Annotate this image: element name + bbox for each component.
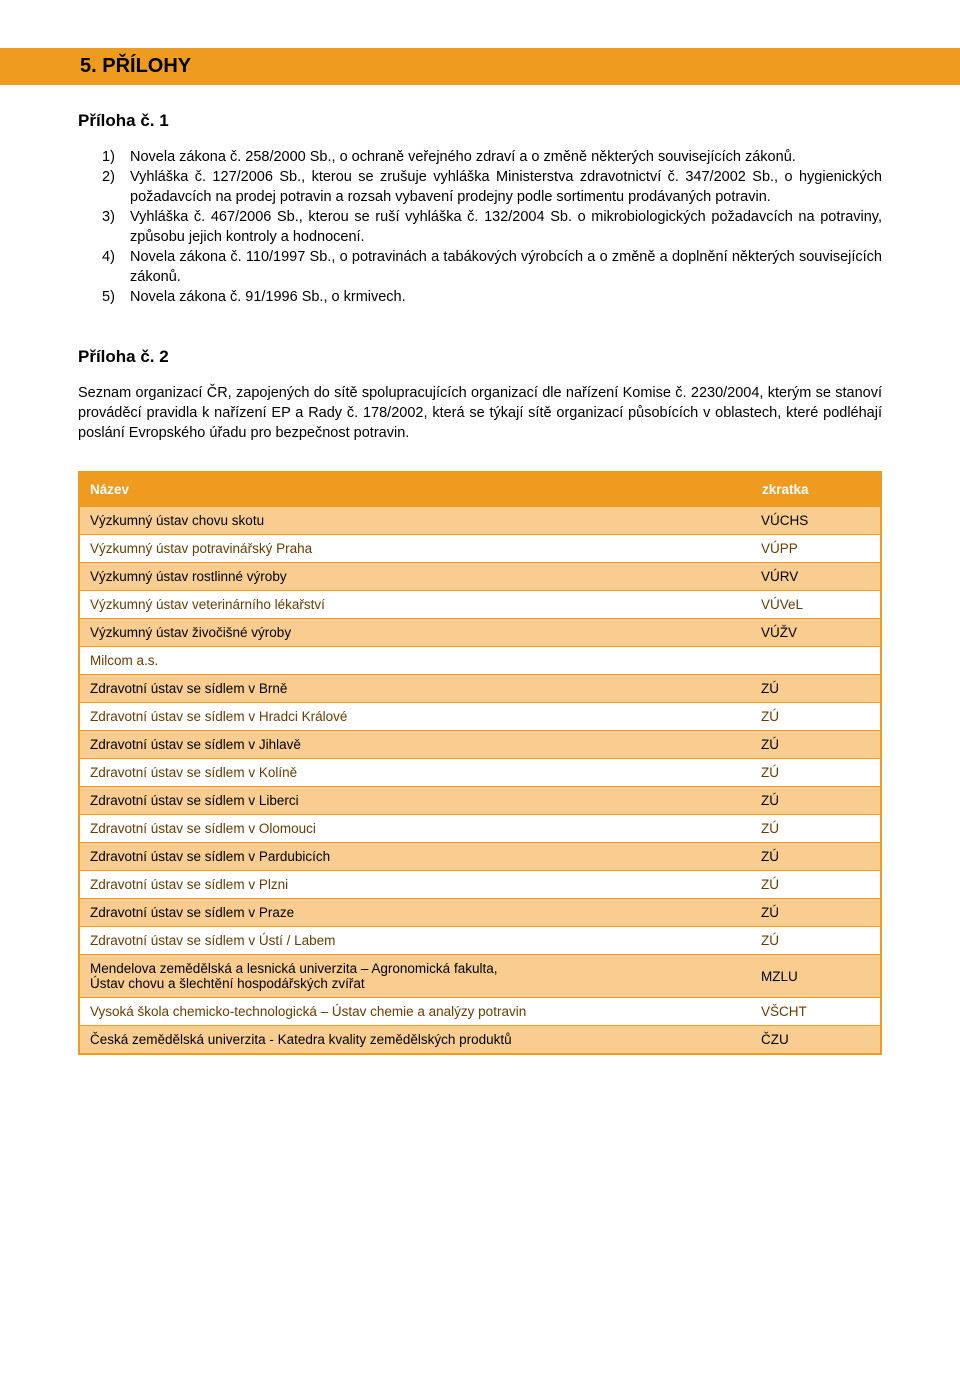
list-item: 4) Novela zákona č. 110/1997 Sb., o potr… xyxy=(130,247,882,287)
cell-zkratka: ZÚ xyxy=(751,703,881,731)
cell-zkratka: VÚCHS xyxy=(751,507,881,535)
item-number: 2) xyxy=(102,167,115,187)
organizations-table: Název zkratka Výzkumný ústav chovu skotu… xyxy=(78,471,882,1055)
cell-zkratka: VÚRV xyxy=(751,563,881,591)
item-text: Novela zákona č. 110/1997 Sb., o potravi… xyxy=(130,249,882,285)
cell-nazev: Zdravotní ústav se sídlem v Brně xyxy=(79,675,751,703)
item-text: Novela zákona č. 91/1996 Sb., o krmivech… xyxy=(130,289,406,305)
item-number: 1) xyxy=(102,147,115,167)
item-text: Vyhláška č. 467/2006 Sb., kterou se ruší… xyxy=(130,209,882,245)
table-row: Výzkumný ústav potravinářský PrahaVÚPP xyxy=(79,535,881,563)
cell-zkratka: ZÚ xyxy=(751,927,881,955)
cell-nazev: Zdravotní ústav se sídlem v Pardubicích xyxy=(79,843,751,871)
table-row: Výzkumný ústav živočišné výrobyVÚŽV xyxy=(79,619,881,647)
cell-zkratka: ČZU xyxy=(751,1026,881,1055)
cell-nazev: Výzkumný ústav rostlinné výroby xyxy=(79,563,751,591)
priloha2-heading: Příloha č. 2 xyxy=(78,347,882,367)
cell-nazev: Zdravotní ústav se sídlem v Olomouci xyxy=(79,815,751,843)
priloha1-heading: Příloha č. 1 xyxy=(78,111,882,131)
table-row: Zdravotní ústav se sídlem v BrněZÚ xyxy=(79,675,881,703)
cell-nazev: Zdravotní ústav se sídlem v Ústí / Labem xyxy=(79,927,751,955)
item-text: Novela zákona č. 258/2000 Sb., o ochraně… xyxy=(130,149,796,165)
section-title-bar: 5. PŘÍLOHY xyxy=(0,48,960,85)
list-item: 1) Novela zákona č. 258/2000 Sb., o ochr… xyxy=(130,147,882,167)
cell-zkratka: ZÚ xyxy=(751,759,881,787)
table-row: Mendelova zemědělská a lesnická univerzi… xyxy=(79,955,881,998)
cell-nazev: Milcom a.s. xyxy=(79,647,751,675)
table-row: Výzkumný ústav rostlinné výrobyVÚRV xyxy=(79,563,881,591)
table-row: Zdravotní ústav se sídlem v LiberciZÚ xyxy=(79,787,881,815)
table-row: Česká zemědělská univerzita - Katedra kv… xyxy=(79,1026,881,1055)
cell-zkratka: ZÚ xyxy=(751,815,881,843)
table-row: Vysoká škola chemicko-technologická – Ús… xyxy=(79,998,881,1026)
cell-nazev: Výzkumný ústav živočišné výroby xyxy=(79,619,751,647)
cell-nazev: Vysoká škola chemicko-technologická – Ús… xyxy=(79,998,751,1026)
table-row: Výzkumný ústav veterinárního lékařstvíVÚ… xyxy=(79,591,881,619)
cell-nazev: Mendelova zemědělská a lesnická univerzi… xyxy=(79,955,751,998)
table-row: Zdravotní ústav se sídlem v OlomouciZÚ xyxy=(79,815,881,843)
item-number: 5) xyxy=(102,287,115,307)
item-number: 3) xyxy=(102,207,115,227)
cell-nazev: Zdravotní ústav se sídlem v Kolíně xyxy=(79,759,751,787)
cell-nazev: Zdravotní ústav se sídlem v Jihlavě xyxy=(79,731,751,759)
col-nazev: Název xyxy=(79,472,751,507)
cell-nazev: Zdravotní ústav se sídlem v Hradci Králo… xyxy=(79,703,751,731)
page: 18 5. PŘÍLOHY Příloha č. 1 1) Novela zák… xyxy=(0,48,960,1380)
section-title: 5. PŘÍLOHY xyxy=(80,55,191,77)
table-row: Milcom a.s. xyxy=(79,647,881,675)
cell-zkratka: VÚŽV xyxy=(751,619,881,647)
cell-zkratka: ZÚ xyxy=(751,731,881,759)
table-row: Zdravotní ústav se sídlem v KolíněZÚ xyxy=(79,759,881,787)
cell-zkratka: ZÚ xyxy=(751,899,881,927)
content-area: Příloha č. 1 1) Novela zákona č. 258/200… xyxy=(0,111,960,1055)
cell-nazev: Zdravotní ústav se sídlem v Plzni xyxy=(79,871,751,899)
priloha1-list: 1) Novela zákona č. 258/2000 Sb., o ochr… xyxy=(78,147,882,307)
cell-nazev: Česká zemědělská univerzita - Katedra kv… xyxy=(79,1026,751,1055)
cell-nazev: Výzkumný ústav potravinářský Praha xyxy=(79,535,751,563)
table-row: Zdravotní ústav se sídlem v Hradci Králo… xyxy=(79,703,881,731)
table-row: Zdravotní ústav se sídlem v Ústí / Labem… xyxy=(79,927,881,955)
table-row: Zdravotní ústav se sídlem v PrazeZÚ xyxy=(79,899,881,927)
cell-zkratka: ZÚ xyxy=(751,843,881,871)
list-item: 5) Novela zákona č. 91/1996 Sb., o krmiv… xyxy=(130,287,882,307)
table-row: Zdravotní ústav se sídlem v PlzniZÚ xyxy=(79,871,881,899)
table-row: Zdravotní ústav se sídlem v JihlavěZÚ xyxy=(79,731,881,759)
cell-nazev: Výzkumný ústav chovu skotu xyxy=(79,507,751,535)
cell-nazev: Zdravotní ústav se sídlem v Praze xyxy=(79,899,751,927)
list-item: 2) Vyhláška č. 127/2006 Sb., kterou se z… xyxy=(130,167,882,207)
table-header-row: Název zkratka xyxy=(79,472,881,507)
item-text: Vyhláška č. 127/2006 Sb., kterou se zruš… xyxy=(130,169,882,205)
cell-nazev: Výzkumný ústav veterinárního lékařství xyxy=(79,591,751,619)
table-body: Výzkumný ústav chovu skotuVÚCHSVýzkumný … xyxy=(79,507,881,1055)
cell-nazev: Zdravotní ústav se sídlem v Liberci xyxy=(79,787,751,815)
priloha2-paragraph: Seznam organizací ČR, zapojených do sítě… xyxy=(78,383,882,443)
list-item: 3) Vyhláška č. 467/2006 Sb., kterou se r… xyxy=(130,207,882,247)
cell-zkratka: MZLU xyxy=(751,955,881,998)
cell-zkratka: ZÚ xyxy=(751,787,881,815)
cell-zkratka: VÚVeL xyxy=(751,591,881,619)
cell-zkratka: ZÚ xyxy=(751,675,881,703)
col-zkratka: zkratka xyxy=(751,472,881,507)
item-number: 4) xyxy=(102,247,115,267)
table-row: Výzkumný ústav chovu skotuVÚCHS xyxy=(79,507,881,535)
cell-zkratka xyxy=(751,647,881,675)
cell-zkratka: VŠCHT xyxy=(751,998,881,1026)
cell-zkratka: VÚPP xyxy=(751,535,881,563)
table-row: Zdravotní ústav se sídlem v PardubicíchZ… xyxy=(79,843,881,871)
cell-zkratka: ZÚ xyxy=(751,871,881,899)
